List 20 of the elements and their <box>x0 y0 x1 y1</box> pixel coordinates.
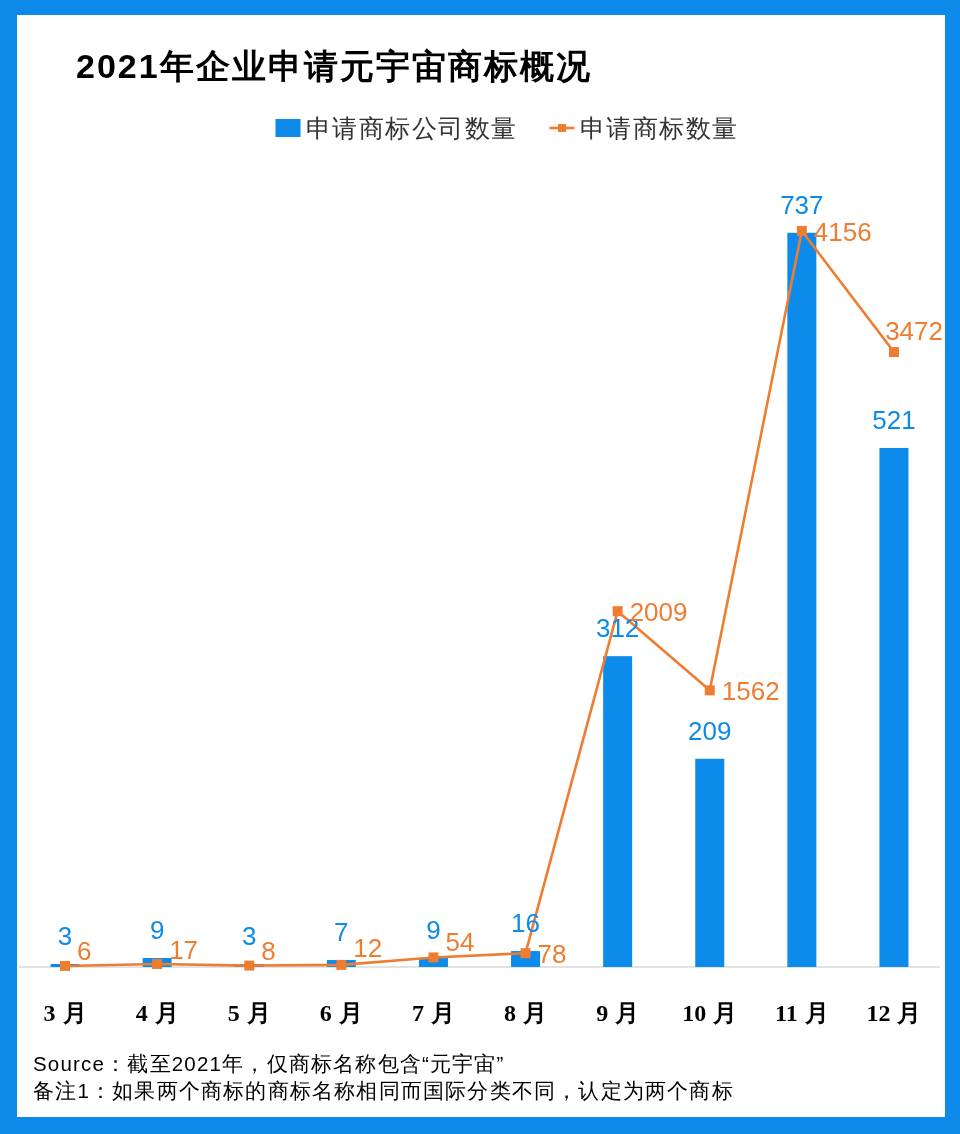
line-data-label: 78 <box>537 939 567 970</box>
title: 2021年企业申请元宇宙商标概况 <box>76 47 592 85</box>
line-data-label: 54 <box>445 926 475 957</box>
legend-label: 申请商标数量 <box>579 114 739 142</box>
bar-data-label: 9 <box>149 915 165 946</box>
legend-label: 申请商标公司数量 <box>305 114 518 142</box>
line-data-label: 6 <box>77 936 92 967</box>
bar-data-label: 9 <box>426 915 441 946</box>
line-data-label: 17 <box>169 935 199 965</box>
bar-data-label: 3 <box>57 921 73 951</box>
bar-data-label: 7 <box>334 917 349 948</box>
line-data-label: 3472 <box>885 316 943 347</box>
line-data-label: 8 <box>261 936 276 967</box>
bar-data-label: 521 <box>872 404 916 435</box>
line-data-label: 12 <box>353 932 383 963</box>
annotation: Source：截至2021年，仅商标名称包含“元宇宙” <box>33 1052 505 1075</box>
bar-data-label: 209 <box>688 715 732 746</box>
line-data-label: 1562 <box>721 676 780 707</box>
annotation: 备注1：如果两个商标的商标名称相同而国际分类不同，认定为两个商标 <box>33 1079 734 1102</box>
bar-data-label: 3 <box>242 921 257 951</box>
